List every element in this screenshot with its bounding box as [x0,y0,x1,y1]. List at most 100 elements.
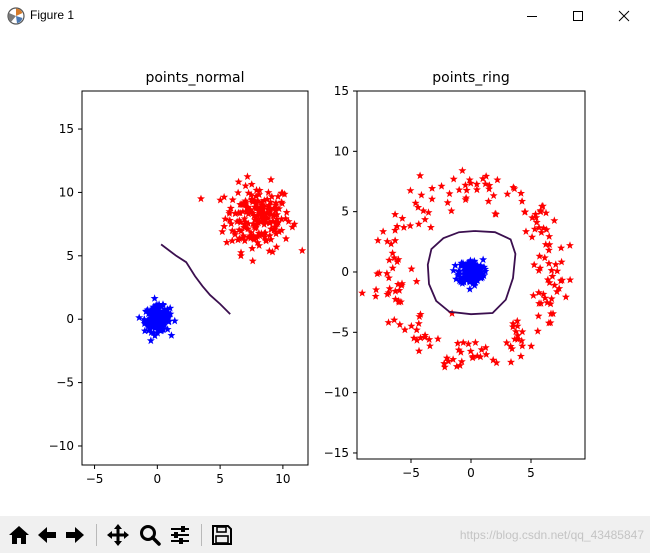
data-point [458,261,467,270]
x-tick-label: 0 [154,472,162,486]
data-point [250,196,259,204]
data-point [544,246,553,254]
data-point [249,231,258,240]
data-point [383,237,392,245]
data-point [442,353,451,362]
data-point [460,262,469,271]
save-button[interactable] [209,522,235,548]
x-tick-label: 5 [527,466,535,480]
data-point [241,181,250,190]
data-point [253,217,262,225]
data-point [231,230,240,238]
data-point [218,227,227,236]
data-point [244,224,252,233]
data-point [533,327,542,335]
data-point [260,233,269,241]
data-point [244,219,253,228]
data-point [473,351,482,360]
data-point [243,172,252,180]
y-tick-label: 5 [341,205,349,219]
data-point [546,318,555,327]
data-point [465,263,474,272]
data-point [426,223,435,231]
forward-button[interactable] [62,522,88,548]
data-point [395,320,404,329]
maximize-button[interactable] [555,0,601,32]
data-point [373,236,382,244]
data-point [545,240,554,249]
data-point [240,223,249,231]
close-button[interactable] [601,0,647,32]
data-point [275,204,283,213]
data-point [253,203,261,212]
data-point [391,287,400,295]
data-point [274,192,282,200]
data-point [391,226,400,234]
data-point [267,192,276,201]
window-titlebar: Figure 1 [0,0,650,33]
home-button[interactable] [6,522,32,548]
data-point [234,177,243,186]
data-point [410,334,418,342]
data-point [440,362,449,371]
data-point [481,343,490,351]
data-point [282,234,290,243]
data-point [391,295,400,303]
y-tick-label: −5 [331,325,349,339]
data-point [451,261,460,269]
data-point [382,269,391,277]
data-point [421,215,429,223]
data-point [394,255,403,263]
data-point [479,255,488,264]
data-point [538,202,546,210]
data-point [248,256,257,265]
data-point [235,225,244,234]
data-point [220,222,229,230]
data-point [551,260,560,268]
data-point [455,267,464,275]
data-point [150,294,159,302]
data-point [384,318,393,326]
data-point [447,206,456,215]
data-point [458,166,467,174]
zoom-button[interactable] [137,522,163,548]
decision-boundary [426,230,517,316]
save-icon [212,525,232,545]
data-point [257,198,266,206]
data-point [156,326,165,335]
data-point [545,232,554,240]
data-point [234,188,243,197]
y-tick-label: −15 [324,446,349,460]
data-point [154,310,162,318]
data-point [489,191,498,200]
data-point [417,190,426,199]
back-arrow-icon [38,527,56,543]
minimize-button[interactable] [509,0,555,32]
figure-canvas[interactable]: points_normal −5 0 5 10 −10 −5 0 5 10 15 points_rin… [0,33,650,516]
data-point [231,209,240,217]
data-point [197,194,205,203]
data-point [503,189,512,198]
data-point [254,229,263,237]
data-point [251,234,260,242]
close-icon [618,10,630,22]
pan-button[interactable] [105,522,131,548]
data-point [281,214,290,222]
configure-subplots-button[interactable] [167,522,193,548]
data-point [272,242,281,251]
back-button[interactable] [34,522,60,548]
data-point [478,174,487,183]
data-point [492,210,500,218]
data-point [485,184,494,193]
data-point [166,304,175,312]
data-point [416,310,425,318]
data-point [247,180,256,188]
data-point [155,302,163,311]
data-point [358,288,367,297]
data-point [517,189,525,197]
data-point [534,266,543,274]
data-point [267,175,275,184]
data-point [153,318,162,326]
data-point [163,305,172,313]
home-icon [9,526,29,544]
